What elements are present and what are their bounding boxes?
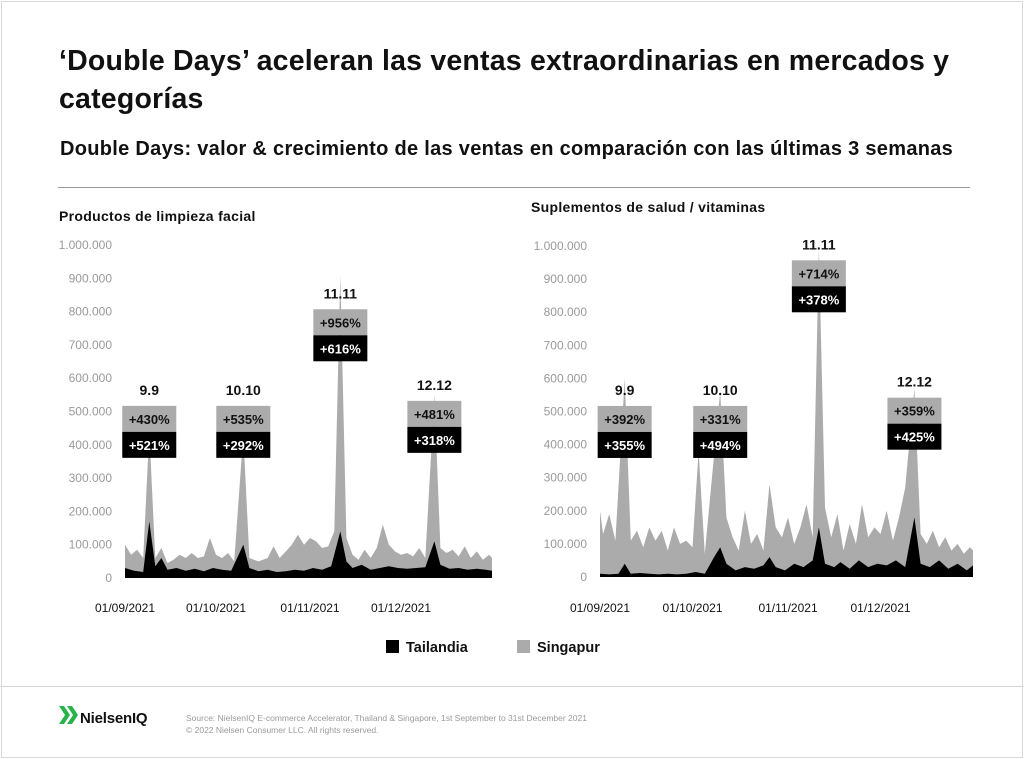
chart2-y-tick-label: 500.000 (544, 405, 588, 419)
chart1-event-label: 9.9 (140, 382, 160, 398)
chart1-growth-singapur: +430% (129, 412, 170, 427)
chart2-growth-box-singapur (597, 405, 652, 432)
chart1-x-tick-label: 01/12/2021 (371, 601, 431, 615)
chart2-growth-singapur: +359% (894, 404, 935, 419)
chart1-growth-singapur: +535% (223, 412, 264, 427)
title-divider (58, 187, 970, 188)
legend-swatch-tailandia (386, 640, 399, 653)
chart2-y-tick-label: 900.000 (544, 272, 588, 286)
chart2-growth-tailandia: +378% (798, 292, 839, 307)
chart2-y-tick-label: 1.000.000 (534, 239, 588, 253)
chart2-growth-box-singapur (693, 405, 748, 432)
chart1-growth-box-singapur (122, 405, 177, 432)
chart1-y-tick-label: 900.000 (69, 271, 113, 285)
chart2-event-label: 10.10 (703, 382, 738, 398)
source-note: Source: NielsenIQ E-commerce Accelerator… (186, 712, 587, 736)
chart2-area-singapur (600, 249, 973, 578)
chart1-growth-box-singapur (216, 405, 271, 432)
chart2-growth-box-singapur (791, 260, 846, 287)
chart2-growth-tailandia: +494% (700, 438, 741, 453)
chart1-y-tick-label: 800.000 (69, 305, 113, 319)
chart2-title: Suplementos de salud / vitaminas (531, 199, 765, 215)
page-subtitle: Double Days: valor & crecimiento de las … (60, 138, 954, 160)
chart2-y-tick-label: 200.000 (544, 504, 588, 518)
chart1-event-label: 11.11 (324, 285, 358, 301)
chart-health-supplements: Suplementos de salud / vitaminas 0 100.000… (525, 195, 995, 625)
nielseniq-logo-icon (59, 706, 78, 724)
chart1-x-tick-label: 01/11/2021 (280, 601, 339, 615)
chart1-growth-tailandia: +521% (129, 438, 170, 453)
chart1-y-tick-label: 400.000 (69, 438, 113, 452)
chart1-growth-box-singapur (313, 309, 368, 336)
chart1-growth-box-singapur (407, 400, 462, 427)
chart2-y-tick-label: 400.000 (544, 438, 588, 452)
chart1-y-tick-label: 1.000.000 (59, 238, 113, 252)
chart2-growth-tailandia: +425% (894, 430, 935, 445)
chart2-event-label: 9.9 (615, 382, 635, 398)
chart2-growth-singapur: +331% (700, 412, 741, 427)
chart2-growth-singapur: +392% (604, 412, 645, 427)
chart1-y-tick-label: 300.000 (69, 471, 113, 485)
chart2-growth-box-tailandia (791, 286, 846, 313)
chart1-y-tick-label: 200.000 (69, 504, 113, 518)
chart1-growth-tailandia: +292% (223, 438, 264, 453)
chart1-y-tick-label: 700.000 (69, 338, 113, 352)
chart1-growth-box-tailandia (216, 431, 271, 458)
brand-name: NielsenIQ (80, 710, 148, 727)
legend-swatch-singapur (517, 640, 530, 653)
chart2-growth-box-singapur (887, 397, 942, 424)
chart1-x-tick-label: 01/10/2021 (186, 601, 246, 615)
chart-facial-cleansing: Productos de limpieza facial 0 100.000 200.… (55, 200, 515, 630)
chart1-y-tick-label: 100.000 (69, 538, 113, 552)
chart1-y-tick-label: 500.000 (69, 405, 113, 419)
chart1-growth-tailandia: +318% (414, 433, 455, 448)
chart2-x-tick-label: 01/09/2021 (570, 601, 630, 615)
chart2-y-tick-label: 600.000 (544, 371, 588, 385)
chart-health-supplements-svg: Suplementos de salud / vitaminas 0 100.000… (531, 199, 973, 615)
chart2-y-tick-label: 100.000 (544, 537, 588, 551)
chart2-y-tick-label: 800.000 (544, 305, 588, 319)
chart2-growth-box-tailandia (597, 431, 652, 458)
chart1-growth-singapur: +956% (320, 315, 361, 330)
chart2-growth-box-tailandia (887, 423, 942, 450)
chart1-y-tick-label: 0 (105, 571, 112, 585)
footer-divider (0, 686, 1024, 687)
chart2-x-tick-label: 01/11/2021 (758, 601, 817, 615)
chart2-event-label: 11.11 (802, 236, 836, 252)
chart1-event-label: 10.10 (226, 382, 261, 398)
chart1-x-tick-label: 01/09/2021 (95, 601, 155, 615)
source-line-1: Source: NielsenIQ E-commerce Accelerator… (186, 713, 587, 723)
chart2-area-tailandia (600, 517, 973, 577)
legend-label-singapur: Singapur (537, 640, 600, 656)
chart2-event-label: 12.12 (897, 374, 932, 390)
chart1-growth-box-tailandia (313, 335, 368, 362)
legend-label-tailandia: Tailandia (406, 640, 468, 656)
chart1-growth-box-tailandia (122, 431, 177, 458)
legend-item-singapur: Singapur (517, 640, 600, 656)
chart1-area-tailandia (125, 521, 492, 578)
chart2-x-tick-label: 01/12/2021 (850, 601, 910, 615)
chart1-event-label: 12.12 (417, 377, 452, 393)
legend-item-tailandia: Tailandia (386, 640, 468, 656)
chart-facial-cleansing-svg: Productos de limpieza facial 0 100.000 200.… (59, 208, 492, 615)
chart2-y-tick-label: 700.000 (544, 338, 588, 352)
page-title: ‘Double Days’ aceleran las ventas extrao… (59, 45, 950, 115)
copyright-line: © 2022 Nielsen Consumer LLC. All rights … (186, 725, 379, 735)
chart1-growth-singapur: +481% (414, 407, 455, 422)
chart2-x-tick-label: 01/10/2021 (662, 601, 722, 615)
chart2-growth-singapur: +714% (798, 266, 839, 281)
chart2-growth-box-tailandia (693, 431, 748, 458)
chart2-y-tick-label: 300.000 (544, 471, 588, 485)
chart2-growth-tailandia: +355% (604, 438, 645, 453)
chart1-y-tick-label: 600.000 (69, 371, 113, 385)
chart2-y-tick-label: 0 (580, 570, 587, 584)
chart1-growth-tailandia: +616% (320, 341, 361, 356)
chart1-growth-box-tailandia (407, 426, 462, 453)
chart1-title: Productos de limpieza facial (59, 208, 256, 224)
